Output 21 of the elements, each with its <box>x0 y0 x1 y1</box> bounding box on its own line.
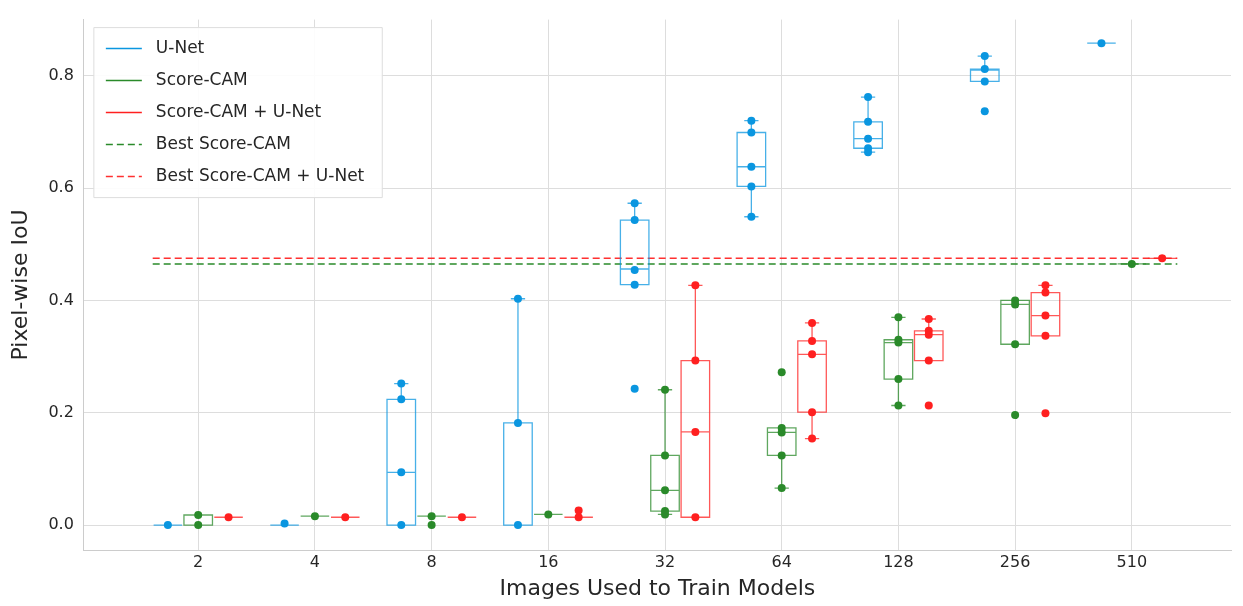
legend-label: Score-CAM + U-Net <box>155 101 322 122</box>
legend-label: Score-CAM <box>155 69 248 90</box>
y-tick-label: 0.2 <box>48 401 74 421</box>
x-axis-title: Images Used to Train Models <box>499 574 816 600</box>
legend-label: Best Score-CAM + U-Net <box>155 165 365 186</box>
x-tick-label: 32 <box>654 552 676 572</box>
x-tick-label: 510 <box>1116 552 1148 572</box>
x-tick-label: 64 <box>771 552 792 572</box>
x-tick-label: 256 <box>999 552 1031 572</box>
y-axis-title: Pixel-wise IoU <box>6 209 32 361</box>
y-tick-label: 0.8 <box>48 64 74 84</box>
x-tick-label: 128 <box>883 552 914 572</box>
x-tick-label: 2 <box>193 552 204 572</box>
y-tick-label: 0.6 <box>48 177 74 197</box>
x-tick-label: 8 <box>426 552 437 572</box>
y-tick-label: 0.4 <box>48 289 74 309</box>
y-tick-label: 0.0 <box>48 514 74 534</box>
x-tick-label: 16 <box>538 552 559 572</box>
legend-label: U-Net <box>155 37 205 58</box>
legend-label: Best Score-CAM <box>155 133 291 154</box>
x-tick-label: 4 <box>309 552 320 572</box>
